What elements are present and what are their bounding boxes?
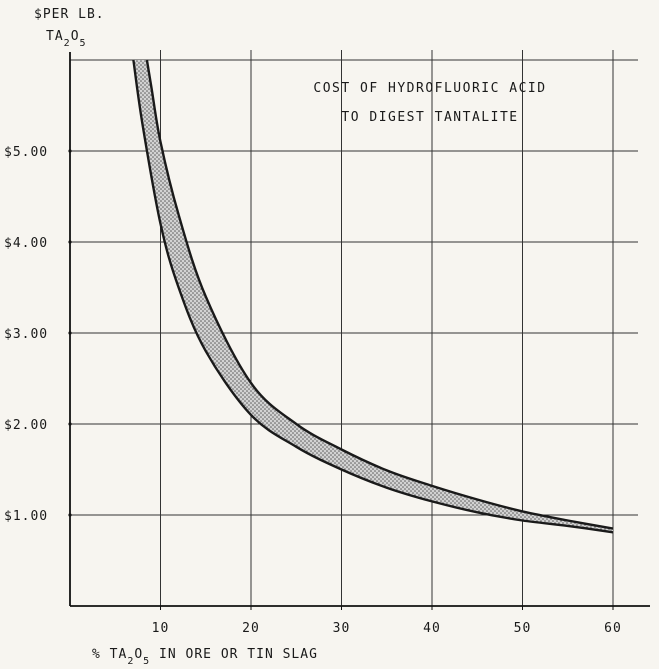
x-tick-labels: 10 20 30 40 50 60 — [152, 606, 622, 636]
x-tick-label: 60 — [604, 621, 622, 636]
y-tick-label: $1.00 — [4, 509, 48, 524]
y-tick-mark — [68, 149, 72, 153]
x-axis-label: % TA2O5 IN ORE OR TIN SLAG — [92, 647, 318, 667]
y-tick-mark — [68, 422, 72, 426]
y-tick-labels: $1.00 $2.00 $3.00 $4.00 $5.00 — [4, 145, 72, 524]
x-tick-label: 20 — [242, 621, 260, 636]
x-tick-label: 10 — [152, 621, 170, 636]
y-tick-label: $5.00 — [4, 145, 48, 160]
series-line-lower-bound — [132, 59, 614, 534]
grid — [70, 50, 638, 606]
x-tick-label: 50 — [514, 621, 532, 636]
y-tick-label: $2.00 — [4, 418, 48, 433]
chart-title-line-1: COST OF HYDROFLUORIC ACID — [313, 81, 546, 96]
y-axis-label: $PER LB. — [34, 7, 105, 22]
y-tick-mark — [68, 331, 72, 335]
y-axis-label-formula: TA2O5 — [46, 29, 87, 49]
series-line-upper-bound — [145, 59, 614, 530]
y-tick-label: $4.00 — [4, 236, 48, 251]
y-tick-label: $3.00 — [4, 327, 48, 342]
x-tick-label: 40 — [423, 621, 441, 636]
y-tick-mark — [68, 513, 72, 517]
cost-band — [133, 60, 613, 533]
chart-title-line-2: TO DIGEST TANTALITE — [341, 110, 518, 125]
y-tick-mark — [68, 240, 72, 244]
x-tick-label: 30 — [333, 621, 351, 636]
